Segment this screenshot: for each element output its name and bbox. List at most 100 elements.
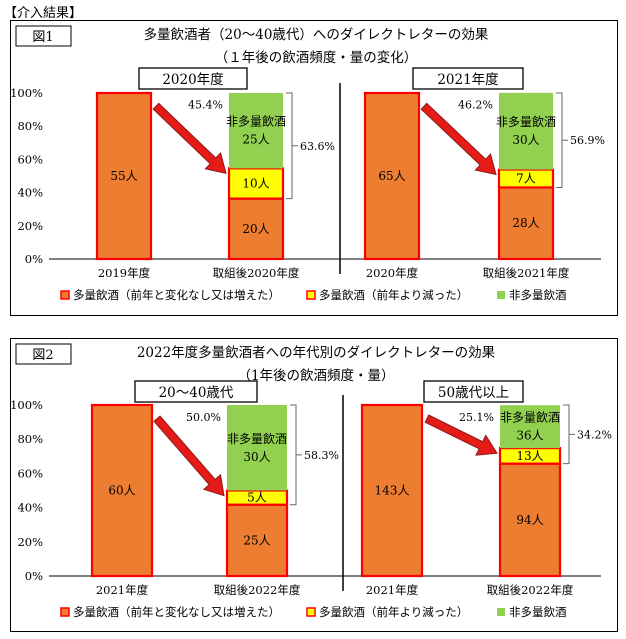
bar-data-label: 10人 bbox=[242, 176, 269, 190]
bar-segment-heavy-same bbox=[95, 91, 153, 261]
y-tick-label: 20% bbox=[17, 219, 43, 233]
figure-label-box bbox=[15, 343, 72, 365]
bar-data-label: 30人 bbox=[243, 450, 270, 464]
x-tick-label: 2021年度 bbox=[96, 583, 149, 597]
y-tick-label: 0% bbox=[25, 569, 43, 583]
bar-data-label: 28人 bbox=[512, 216, 539, 230]
y-tick-label: 0% bbox=[25, 252, 43, 266]
legend-item: 多量飲酒（前年と変化なし又は増えた） bbox=[73, 605, 280, 619]
bar-segment-non-heavy bbox=[229, 93, 283, 169]
y-tick-label: 60% bbox=[17, 466, 43, 480]
chart-panel-1: 図1 多量飲酒者（20～40歳代）へのダイレクトレターの効果 （１年後の飲酒頻度・量… bbox=[10, 20, 618, 316]
y-tick-label: 80% bbox=[17, 432, 43, 446]
x-tick-label: 取組後2022年度 bbox=[487, 583, 574, 597]
trend-arrow bbox=[420, 102, 497, 176]
legend-swatch bbox=[497, 608, 505, 616]
bracket-percent-label: 34.2% bbox=[577, 428, 612, 441]
legend-item: 多量飲酒（前年と変化なし又は増えた） bbox=[73, 288, 280, 302]
bar-data-label: 非多量飲酒 bbox=[496, 114, 556, 129]
bracket-percent-label: 63.6% bbox=[300, 140, 335, 153]
group-label-box bbox=[138, 67, 248, 90]
bar-segment-non-heavy bbox=[500, 405, 560, 449]
bar-data-label: 25人 bbox=[243, 533, 270, 547]
trend-arrow bbox=[424, 414, 498, 456]
bar-data-label: 非多量飲酒 bbox=[227, 431, 287, 446]
bar-data-label: 25人 bbox=[242, 133, 269, 147]
legend-swatch bbox=[306, 607, 316, 617]
trend-arrow bbox=[153, 415, 225, 497]
bar-segment-heavy-same bbox=[227, 197, 285, 261]
bar-segment-non-heavy bbox=[499, 92, 553, 170]
x-tick-label: 取組後2022年度 bbox=[214, 583, 301, 597]
figure-label: 図1 bbox=[32, 30, 53, 45]
x-tick-label: 取組後2021年度 bbox=[483, 266, 570, 280]
group-label: 50歳代以上 bbox=[438, 385, 509, 401]
chart-1-svg: 図1 多量飲酒者（20～40歳代）へのダイレクトレターの効果 （１年後の飲酒頻度・量… bbox=[10, 25, 605, 302]
group-label: 2021年度 bbox=[437, 72, 498, 88]
bar-segment-heavy-same bbox=[360, 403, 424, 578]
bar-data-label: 7人 bbox=[516, 171, 536, 185]
bar-data-label: 非多量飲酒 bbox=[500, 410, 560, 425]
bar-data-label: 30人 bbox=[512, 133, 539, 147]
x-tick-label: 2020年度 bbox=[366, 266, 419, 280]
bar-data-label: 60人 bbox=[108, 484, 135, 498]
x-tick-label: 2019年度 bbox=[98, 266, 151, 280]
bar-segment-heavy-same bbox=[225, 503, 289, 578]
arrow-percent-label: 45.4% bbox=[188, 99, 223, 112]
bracket bbox=[556, 92, 563, 188]
trend-arrow-shape bbox=[424, 414, 498, 456]
bar-data-label: 36人 bbox=[516, 429, 543, 443]
legend-swatch bbox=[60, 607, 70, 617]
x-tick-label: 2021年度 bbox=[366, 583, 419, 597]
bar-segment-heavy-same bbox=[90, 403, 154, 578]
trend-arrow-shape bbox=[152, 102, 227, 175]
bar-data-label: 非多量飲酒 bbox=[226, 114, 286, 129]
bar-data-label: 65人 bbox=[378, 169, 405, 183]
figure-label: 図2 bbox=[32, 348, 53, 363]
bracket bbox=[563, 404, 570, 465]
legend-item: 多量飲酒（前年より減った） bbox=[319, 288, 468, 302]
y-tick-label: 40% bbox=[17, 186, 43, 200]
bar-segment-non-heavy bbox=[227, 405, 287, 491]
y-tick-label: 60% bbox=[17, 152, 43, 166]
chart-title: 多量飲酒者（20～40歳代）へのダイレクトレターの効果 bbox=[144, 26, 489, 43]
group-label-box bbox=[423, 380, 524, 403]
legend-swatch bbox=[60, 290, 70, 300]
chart-subtitle: （1年後の飲酒頻度・量） bbox=[237, 368, 394, 384]
chart-2-svg: 図2 2022年度多量飲酒者への年代別のダイレクトレターの効果 （1年後の飲酒頻度・… bbox=[10, 343, 612, 619]
y-tick-label: 80% bbox=[17, 119, 43, 133]
group-label: 2020年度 bbox=[162, 72, 223, 88]
bar-data-label: 94人 bbox=[516, 513, 543, 527]
arrow-percent-label: 46.2% bbox=[458, 99, 493, 112]
y-tick-label: 40% bbox=[17, 501, 43, 515]
bar-data-label: 55人 bbox=[110, 169, 137, 183]
group-label-box bbox=[134, 380, 258, 403]
trend-arrow-shape bbox=[153, 415, 225, 497]
chart-panel-2: 図2 2022年度多量飲酒者への年代別のダイレクトレターの効果 （1年後の飲酒頻度・… bbox=[10, 338, 618, 632]
bar-data-label: 20人 bbox=[242, 222, 269, 236]
figure-label-box bbox=[15, 25, 72, 47]
section-header: 【介入結果】 bbox=[4, 6, 83, 21]
y-tick-label: 100% bbox=[11, 398, 43, 412]
bracket bbox=[286, 92, 293, 200]
bar-segment-heavy-reduced bbox=[498, 446, 562, 465]
legend-swatch bbox=[497, 291, 505, 299]
bracket bbox=[290, 404, 297, 506]
chart-subtitle: （１年後の飲酒頻度・量の変化） bbox=[215, 49, 418, 66]
legend-swatch bbox=[306, 290, 316, 300]
legend-item: 非多量飲酒 bbox=[509, 605, 567, 619]
group-label-box bbox=[412, 67, 524, 90]
trend-arrow bbox=[152, 102, 227, 175]
chart-title: 2022年度多量飲酒者への年代別のダイレクトレターの効果 bbox=[137, 344, 496, 361]
group-label: 20～40歳代 bbox=[159, 385, 234, 401]
arrow-percent-label: 50.0% bbox=[186, 411, 221, 424]
bar-data-label: 13人 bbox=[516, 449, 543, 463]
bar-segment-heavy-same bbox=[498, 462, 562, 578]
legend-item: 非多量飲酒 bbox=[509, 288, 567, 302]
bar-segment-heavy-same bbox=[497, 186, 555, 261]
x-tick-label: 取組後2020年度 bbox=[213, 266, 300, 280]
bracket-percent-label: 56.9% bbox=[570, 134, 605, 147]
bar-data-label: 5人 bbox=[247, 491, 267, 505]
bracket-percent-label: 58.3% bbox=[304, 449, 339, 462]
